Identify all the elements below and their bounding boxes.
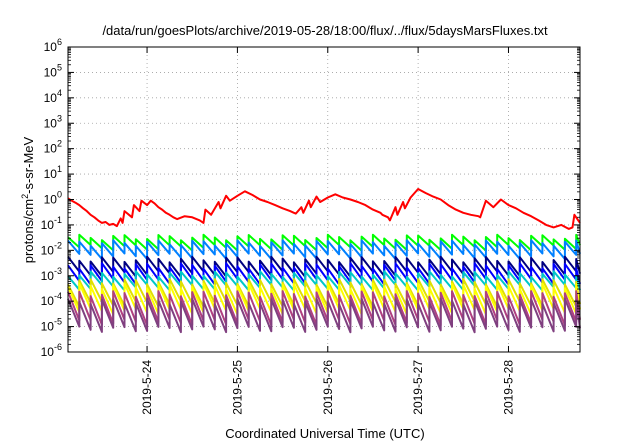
y-axis-title: protons/cm2-s-sr-MeV	[20, 136, 36, 263]
y-tick-exp: 0	[57, 190, 62, 200]
x-tick-label: 2019-5-25	[230, 360, 244, 415]
y-tick-exp: 6	[57, 37, 62, 47]
y-tick-base: 10	[44, 167, 58, 181]
y-tick-base: 10	[41, 269, 55, 283]
y-tick-exp: 3	[57, 113, 62, 123]
y-tick-label: 10-4	[41, 291, 62, 308]
y-tick-label: 100	[44, 190, 62, 207]
y-tick-label: 10-5	[41, 317, 62, 334]
y-tick-exp: -1	[54, 215, 62, 225]
y-axis: 10-610-510-410-310-210-11001011021031041…	[41, 37, 580, 359]
x-axis: 2019-5-24 2019-5-25 2019-5-26 2019-5-27 2019…	[140, 47, 515, 415]
y-tick-base: 10	[41, 320, 55, 334]
y-tick-base: 10	[44, 142, 58, 156]
y-tick-base: 10	[44, 40, 58, 54]
x-tick-label: 2019-5-27	[411, 360, 425, 415]
y-tick-exp: 5	[57, 62, 62, 72]
y-tick-base: 10	[44, 65, 58, 79]
y-tick-exp: -3	[54, 266, 62, 276]
y-tick-label: 10-3	[41, 266, 62, 283]
x-tick-label: 2019-5-24	[140, 360, 154, 415]
y-tick-exp: -5	[54, 317, 62, 327]
y-axis-title-base: protons/cm	[21, 199, 36, 263]
y-tick-base: 10	[44, 193, 58, 207]
y-tick-exp: -4	[54, 291, 62, 301]
y-tick-base: 10	[41, 243, 55, 257]
y-tick-label: 104	[44, 88, 62, 105]
series-line-red	[67, 188, 581, 230]
y-tick-label: 106	[44, 37, 62, 54]
y-tick-exp: 2	[57, 139, 62, 149]
y-tick-base: 10	[41, 294, 55, 308]
y-tick-base: 10	[41, 345, 55, 359]
y-tick-label: 10-1	[41, 215, 62, 232]
y-tick-exp: 4	[57, 88, 62, 98]
x-axis-title: Coordinated Universal Time (UTC)	[225, 426, 424, 441]
x-tick-label: 2019-5-26	[321, 360, 335, 415]
y-tick-label: 102	[44, 139, 62, 156]
y-tick-base: 10	[44, 116, 58, 130]
y-tick-base: 10	[41, 218, 55, 232]
y-tick-label: 10-2	[41, 240, 62, 257]
y-tick-exp: -2	[54, 240, 62, 250]
y-tick-base: 10	[44, 91, 58, 105]
y-tick-exp: 1	[57, 164, 62, 174]
series-line	[67, 297, 581, 334]
chart-title: /data/run/goesPlots/archive/2019-05-28/1…	[102, 23, 548, 38]
y-axis-title-exp: 2	[20, 194, 30, 199]
series-layer	[67, 188, 581, 334]
x-tick-label: 2019-5-28	[501, 360, 515, 415]
series-line	[67, 239, 581, 261]
y-tick-label: 10-6	[41, 342, 62, 359]
y-axis-title-rest: -s-sr-MeV	[21, 136, 36, 193]
y-tick-label: 103	[44, 113, 62, 130]
y-tick-exp: -6	[54, 342, 62, 352]
y-tick-label: 101	[44, 164, 62, 181]
y-tick-label: 105	[44, 62, 62, 79]
